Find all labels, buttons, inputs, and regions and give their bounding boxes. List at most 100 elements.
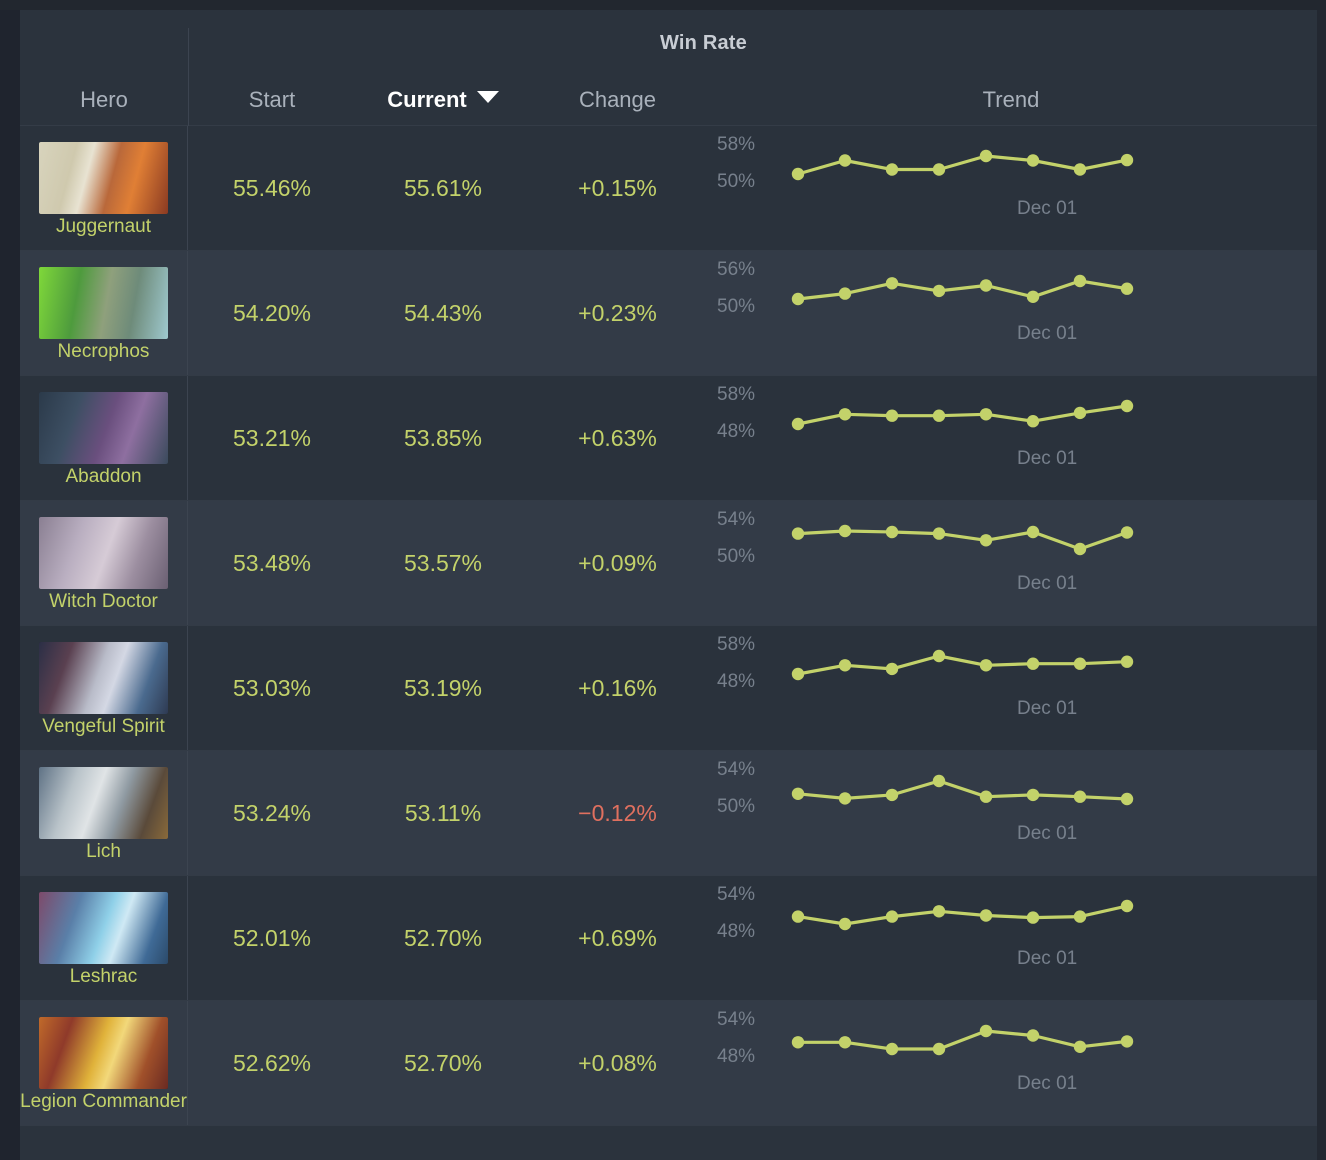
- hero-cell[interactable]: Necrophos: [20, 251, 188, 375]
- trend-point[interactable]: [791, 292, 805, 306]
- trend-point[interactable]: [932, 409, 946, 422]
- trend-point[interactable]: [1120, 899, 1134, 913]
- trend-point[interactable]: [791, 527, 805, 540]
- hero-portrait[interactable]: [39, 642, 168, 715]
- hero-cell[interactable]: Vengeful Spirit: [20, 626, 188, 750]
- trend-point[interactable]: [979, 790, 993, 803]
- trend-point[interactable]: [1120, 153, 1134, 167]
- trend-point[interactable]: [1026, 657, 1040, 670]
- trend-point[interactable]: [1073, 657, 1087, 670]
- trend-point[interactable]: [838, 524, 852, 538]
- trend-point[interactable]: [1073, 406, 1087, 420]
- hero-portrait[interactable]: [39, 517, 168, 590]
- table-row[interactable]: Witch Doctor 53.48% 53.57% +0.09% 54% 50% Dec …: [20, 501, 1317, 626]
- trend-point[interactable]: [1026, 525, 1040, 539]
- hero-name[interactable]: Abaddon: [65, 466, 142, 488]
- table-row[interactable]: Abaddon 53.21% 53.85% +0.63% 58% 48% Dec 01: [20, 376, 1317, 501]
- hero-name[interactable]: Lich: [86, 841, 121, 863]
- trend-point[interactable]: [1026, 415, 1040, 428]
- trend-point[interactable]: [932, 649, 946, 663]
- trend-point[interactable]: [885, 1042, 899, 1056]
- hero-cell[interactable]: Lich: [20, 751, 188, 875]
- hero-name[interactable]: Juggernaut: [55, 216, 152, 238]
- trend-point[interactable]: [885, 277, 899, 290]
- trend-point[interactable]: [1026, 1029, 1040, 1042]
- table-row[interactable]: Vengeful Spirit 53.03% 53.19% +0.16% 58% 48% D…: [20, 626, 1317, 751]
- trend-point[interactable]: [1026, 911, 1040, 924]
- trend-point[interactable]: [1120, 282, 1134, 295]
- trend-point[interactable]: [1120, 1035, 1134, 1048]
- trend-point[interactable]: [1073, 910, 1087, 923]
- hero-name[interactable]: Legion Commander: [20, 1091, 187, 1113]
- trend-point[interactable]: [791, 1036, 805, 1049]
- trend-point[interactable]: [1026, 290, 1040, 303]
- trend-point[interactable]: [979, 279, 993, 292]
- column-header-current[interactable]: Current: [356, 87, 530, 119]
- hero-portrait[interactable]: [39, 142, 168, 215]
- hero-portrait[interactable]: [39, 392, 168, 465]
- trend-point[interactable]: [932, 284, 946, 298]
- trend-point[interactable]: [1073, 542, 1087, 556]
- trend-cell[interactable]: 54% 48% Dec 01: [705, 1001, 1317, 1125]
- trend-point[interactable]: [932, 1042, 946, 1056]
- trend-point[interactable]: [1120, 655, 1134, 668]
- trend-cell[interactable]: 54% 50% Dec 01: [705, 501, 1317, 625]
- hero-name[interactable]: Witch Doctor: [49, 591, 158, 613]
- trend-point[interactable]: [838, 1036, 852, 1049]
- trend-point[interactable]: [885, 910, 899, 923]
- trend-point[interactable]: [791, 167, 805, 181]
- trend-point[interactable]: [1120, 526, 1134, 539]
- hero-portrait[interactable]: [39, 892, 168, 965]
- trend-point[interactable]: [791, 667, 805, 681]
- trend-point[interactable]: [838, 792, 852, 805]
- trend-point[interactable]: [979, 659, 993, 672]
- trend-point[interactable]: [979, 408, 993, 421]
- trend-point[interactable]: [1073, 163, 1087, 176]
- column-header-trend[interactable]: Trend: [982, 87, 1040, 112]
- table-row[interactable]: Leshrac 52.01% 52.70% +0.69% 54% 48% Dec 01: [20, 876, 1317, 1001]
- trend-point[interactable]: [885, 662, 899, 676]
- hero-name[interactable]: Vengeful Spirit: [42, 716, 165, 738]
- hero-portrait[interactable]: [39, 267, 168, 340]
- trend-point[interactable]: [979, 909, 993, 922]
- trend-point[interactable]: [838, 659, 852, 672]
- trend-point[interactable]: [932, 774, 946, 788]
- table-row[interactable]: Lich 53.24% 53.11% −0.12% 54% 50% Dec 01: [20, 751, 1317, 876]
- hero-cell[interactable]: Abaddon: [20, 376, 188, 500]
- trend-point[interactable]: [1120, 399, 1134, 413]
- trend-point[interactable]: [791, 417, 805, 431]
- trend-point[interactable]: [932, 905, 946, 918]
- trend-point[interactable]: [1073, 274, 1087, 288]
- table-row[interactable]: Legion Commander 52.62% 52.70% +0.08% 54% 48%…: [20, 1001, 1317, 1126]
- table-row[interactable]: Necrophos 54.20% 54.43% +0.23% 56% 50% Dec 01: [20, 251, 1317, 376]
- trend-cell[interactable]: 54% 48% Dec 01: [705, 876, 1317, 1000]
- trend-point[interactable]: [885, 525, 899, 539]
- table-row[interactable]: Juggernaut 55.46% 55.61% +0.15% 58% 50% Dec 01: [20, 126, 1317, 251]
- trend-cell[interactable]: 58% 48% Dec 01: [705, 376, 1317, 500]
- hero-cell[interactable]: Leshrac: [20, 876, 188, 1000]
- trend-cell[interactable]: 54% 50% Dec 01: [705, 751, 1317, 875]
- hero-portrait[interactable]: [39, 767, 168, 840]
- trend-point[interactable]: [1026, 154, 1040, 167]
- trend-point[interactable]: [838, 408, 852, 421]
- trend-point[interactable]: [979, 1024, 993, 1038]
- hero-cell[interactable]: Witch Doctor: [20, 501, 188, 625]
- trend-cell[interactable]: 56% 50% Dec 01: [705, 251, 1317, 375]
- hero-portrait[interactable]: [39, 1017, 168, 1090]
- trend-point[interactable]: [838, 917, 852, 931]
- trend-point[interactable]: [1073, 790, 1087, 803]
- hero-cell[interactable]: Juggernaut: [20, 126, 188, 250]
- column-header-change[interactable]: Change: [578, 87, 657, 112]
- trend-point[interactable]: [1073, 1040, 1087, 1053]
- hero-name[interactable]: Leshrac: [69, 966, 138, 988]
- column-header-hero[interactable]: Hero: [80, 87, 128, 112]
- trend-point[interactable]: [1026, 788, 1040, 802]
- trend-point[interactable]: [885, 163, 899, 176]
- trend-point[interactable]: [791, 910, 805, 923]
- trend-cell[interactable]: 58% 48% Dec 01: [705, 626, 1317, 750]
- trend-point[interactable]: [932, 163, 946, 176]
- trend-point[interactable]: [1120, 792, 1134, 806]
- trend-point[interactable]: [791, 787, 805, 800]
- hero-name[interactable]: Necrophos: [57, 341, 150, 363]
- trend-point[interactable]: [838, 154, 852, 167]
